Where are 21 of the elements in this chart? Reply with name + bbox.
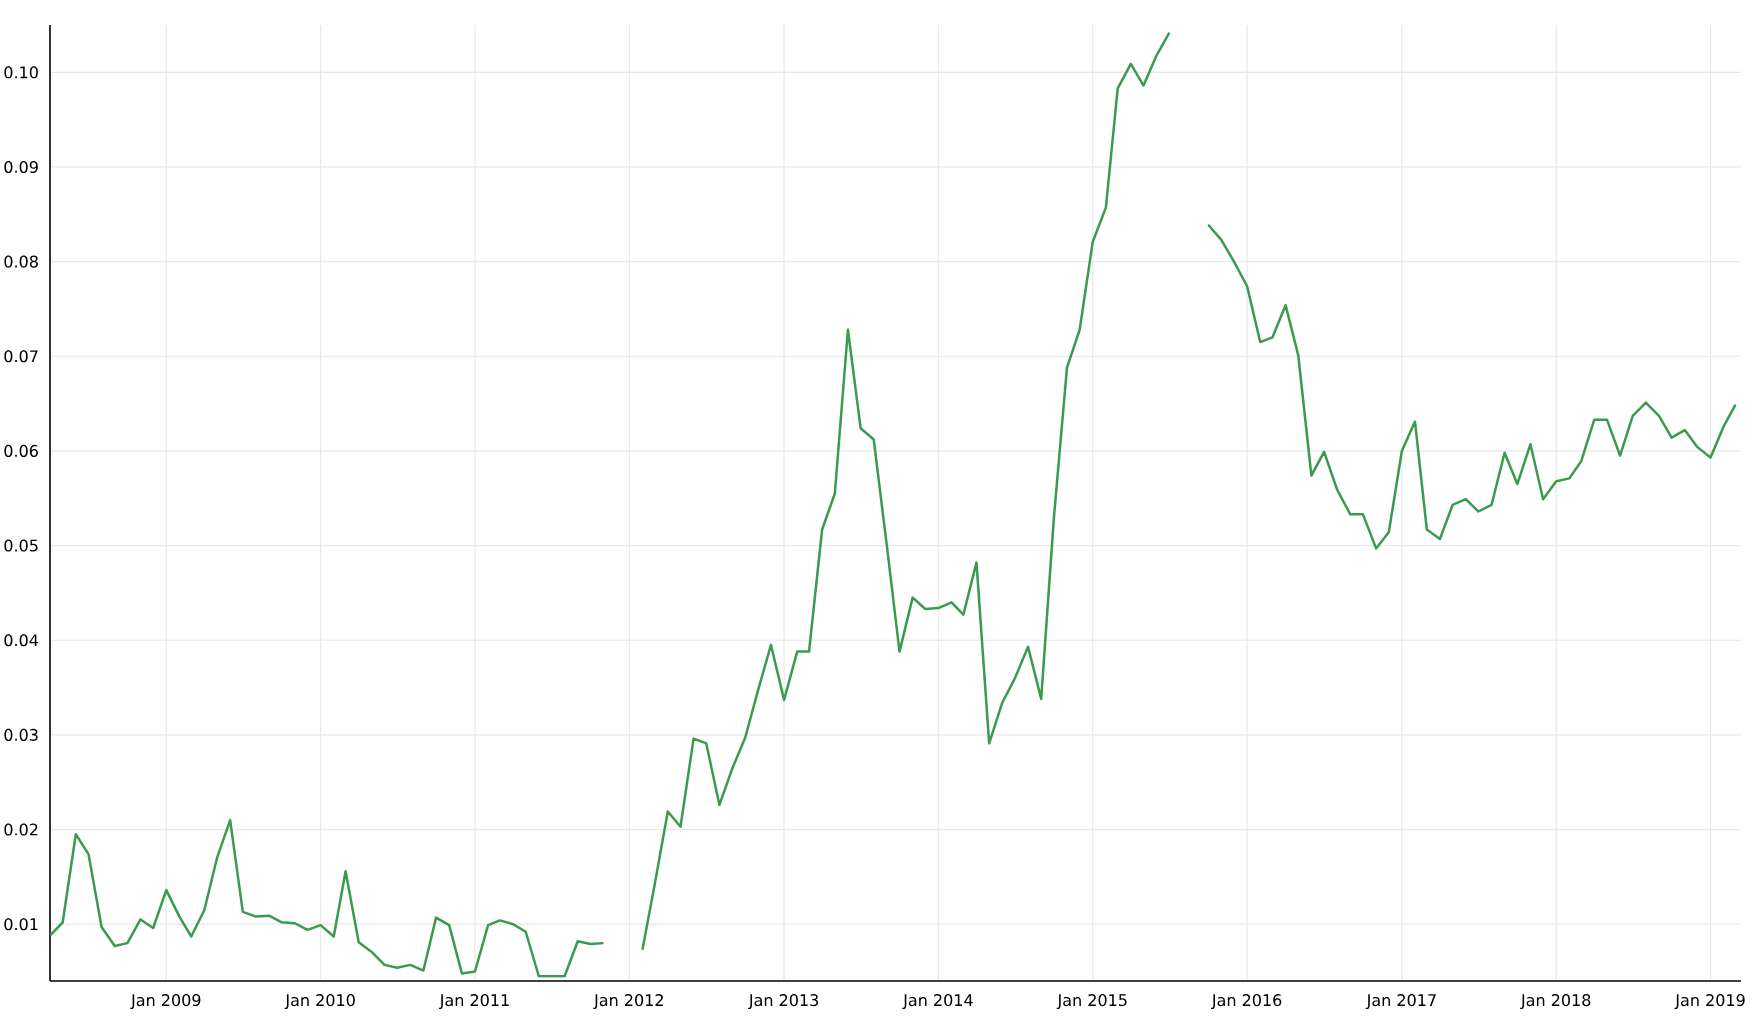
y-tick-label: 0.05: [4, 539, 38, 552]
y-tick-label: 0.06: [4, 444, 38, 457]
x-tick-label: Jan 2011: [438, 994, 509, 1010]
x-tick-label: Jan 2012: [593, 994, 663, 1010]
y-tick-label: 0.10: [4, 66, 38, 79]
x-tick-label: Jan 2009: [130, 994, 201, 1010]
y-tick-label: 0.07: [4, 350, 38, 363]
y-tick-label: 0.09: [4, 160, 38, 174]
x-tick-label: Jan 2017: [1365, 994, 1436, 1010]
x-tick-label: Jan 2014: [902, 994, 973, 1010]
y-tick-label: 0.04: [4, 634, 39, 647]
y-tick-label: 0.03: [4, 728, 38, 741]
x-tick-label: Jan 2015: [1056, 994, 1127, 1010]
x-tick-label: Jan 2013: [748, 994, 819, 1010]
x-tick-label: Jan 2010: [284, 994, 355, 1010]
y-tick-label: 0.02: [4, 823, 38, 836]
y-tick-label: 0.01: [4, 918, 38, 931]
x-tick-label: Jan 2019: [1674, 994, 1745, 1010]
y-tick-label: 0.08: [4, 255, 38, 268]
x-tick-label: Jan 2016: [1211, 994, 1282, 1010]
x-tick-label: Jan 2018: [1520, 994, 1591, 1010]
